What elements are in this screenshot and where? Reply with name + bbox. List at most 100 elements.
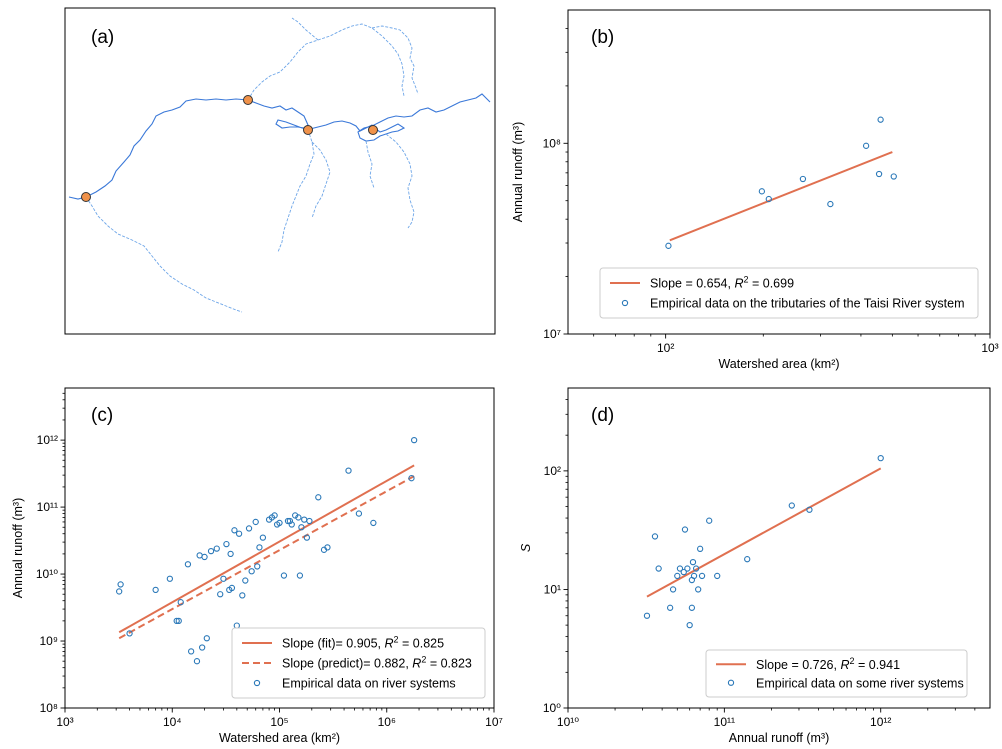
data-point [126,630,133,637]
data-point [259,534,267,541]
data-point [252,518,259,526]
data-point [217,591,224,598]
site-markers [81,95,378,202]
y-tick-label: 10⁷ [543,327,561,341]
fit-line [118,475,415,640]
data-point [116,588,123,595]
data-point [799,175,807,183]
data-point [408,475,415,482]
data-point [643,612,651,619]
x-axis-label: Watershed area (km²) [718,357,839,371]
data-point [714,572,721,580]
legend-entry: Empirical data on the tributaries of the… [650,297,964,311]
x-tick-label: 10¹² [870,715,891,729]
data-point [235,530,243,537]
y-axis-label: S [519,543,533,552]
fit-line [646,467,882,598]
data-point [665,242,672,249]
data-point [193,658,201,665]
x-tick-label: 10³ [981,341,998,355]
panel-b: 10² 10³ 10⁷ 10⁸ Watershed area (km²) Annual r… [511,9,999,371]
legend-entry: Slope (predict)= 0.882, R2 = 0.823 [282,655,472,671]
northwest-tributary [291,17,319,41]
x-tick-label: 10¹¹ [714,715,735,729]
legend-box [599,267,979,319]
legend-handle-point [253,679,261,687]
data-point [187,648,195,655]
data-point [213,545,220,552]
fit-line [669,151,893,242]
plot-frame [567,387,991,709]
panel-a-frame [64,7,496,335]
data-point [286,517,294,525]
data-point [276,519,283,527]
data-point [227,550,234,558]
data-point [686,621,693,629]
x-tick-label: 10³ [56,715,73,729]
panel-label: (c) [91,405,113,426]
site-marker [243,95,253,105]
data-point [680,568,687,576]
data-point [306,517,313,525]
data-point [239,592,246,599]
x-tick-label: 10⁶ [378,715,396,729]
data-point [223,540,230,548]
data-point [806,506,813,513]
data-point [410,436,418,444]
data-point [201,553,208,561]
river-network [68,17,491,313]
main-river-channel [68,93,491,200]
data-point [324,544,331,551]
data-point [245,525,253,532]
data-point [688,604,696,611]
data-point [690,572,698,580]
data-point [117,581,124,588]
y-tick-label: 10⁸ [40,701,58,715]
data-point [355,510,363,517]
site-marker [81,192,91,202]
east-tributary [385,133,415,229]
x-tick-label: 10⁷ [485,715,503,729]
data-point [689,558,697,566]
data-point [669,586,677,593]
data-point [651,533,659,540]
data-point [827,200,834,208]
data-point [706,517,713,524]
panel-label: (d) [591,405,614,426]
data-point [666,604,674,611]
data-point [345,467,352,474]
data-point [676,565,684,572]
panel-c: 10³ 10⁴ 10⁵ 10⁶ 10⁷ 10⁸ 10⁹ 10¹⁰ 10¹¹ 10¹² Watersh… [11,387,503,745]
x-tick-label: 10² [657,341,674,355]
data-point [288,521,295,528]
data-point [173,617,180,625]
data-point [220,575,227,582]
data-point [695,586,702,593]
data-point [256,544,263,551]
y-tick-label: 10⁹ [40,634,59,648]
east-tributary-branch [365,140,375,189]
northeast-tributary [371,25,419,95]
data-point [175,617,182,625]
central-tributary [277,129,315,253]
panel-a-label: (a) [91,27,114,48]
data-point [744,556,751,563]
data-point [681,526,689,533]
data-point [254,563,261,570]
data-point [177,599,184,606]
data-point [788,502,795,509]
data-point [298,524,305,531]
legend-box [231,627,486,699]
data-point [862,142,870,149]
north-tributary [247,23,405,101]
data-point [692,565,700,572]
data-point [207,547,215,555]
y-axis-label: Annual runoff (m³) [11,498,25,599]
legend-entry: Slope = 0.726, R2 = 0.941 [756,656,900,672]
data-point [184,561,192,568]
y-tick-label: 10² [544,464,561,478]
panel-a: (a) [64,7,496,335]
data-point [303,534,311,541]
fit-line [118,464,415,634]
